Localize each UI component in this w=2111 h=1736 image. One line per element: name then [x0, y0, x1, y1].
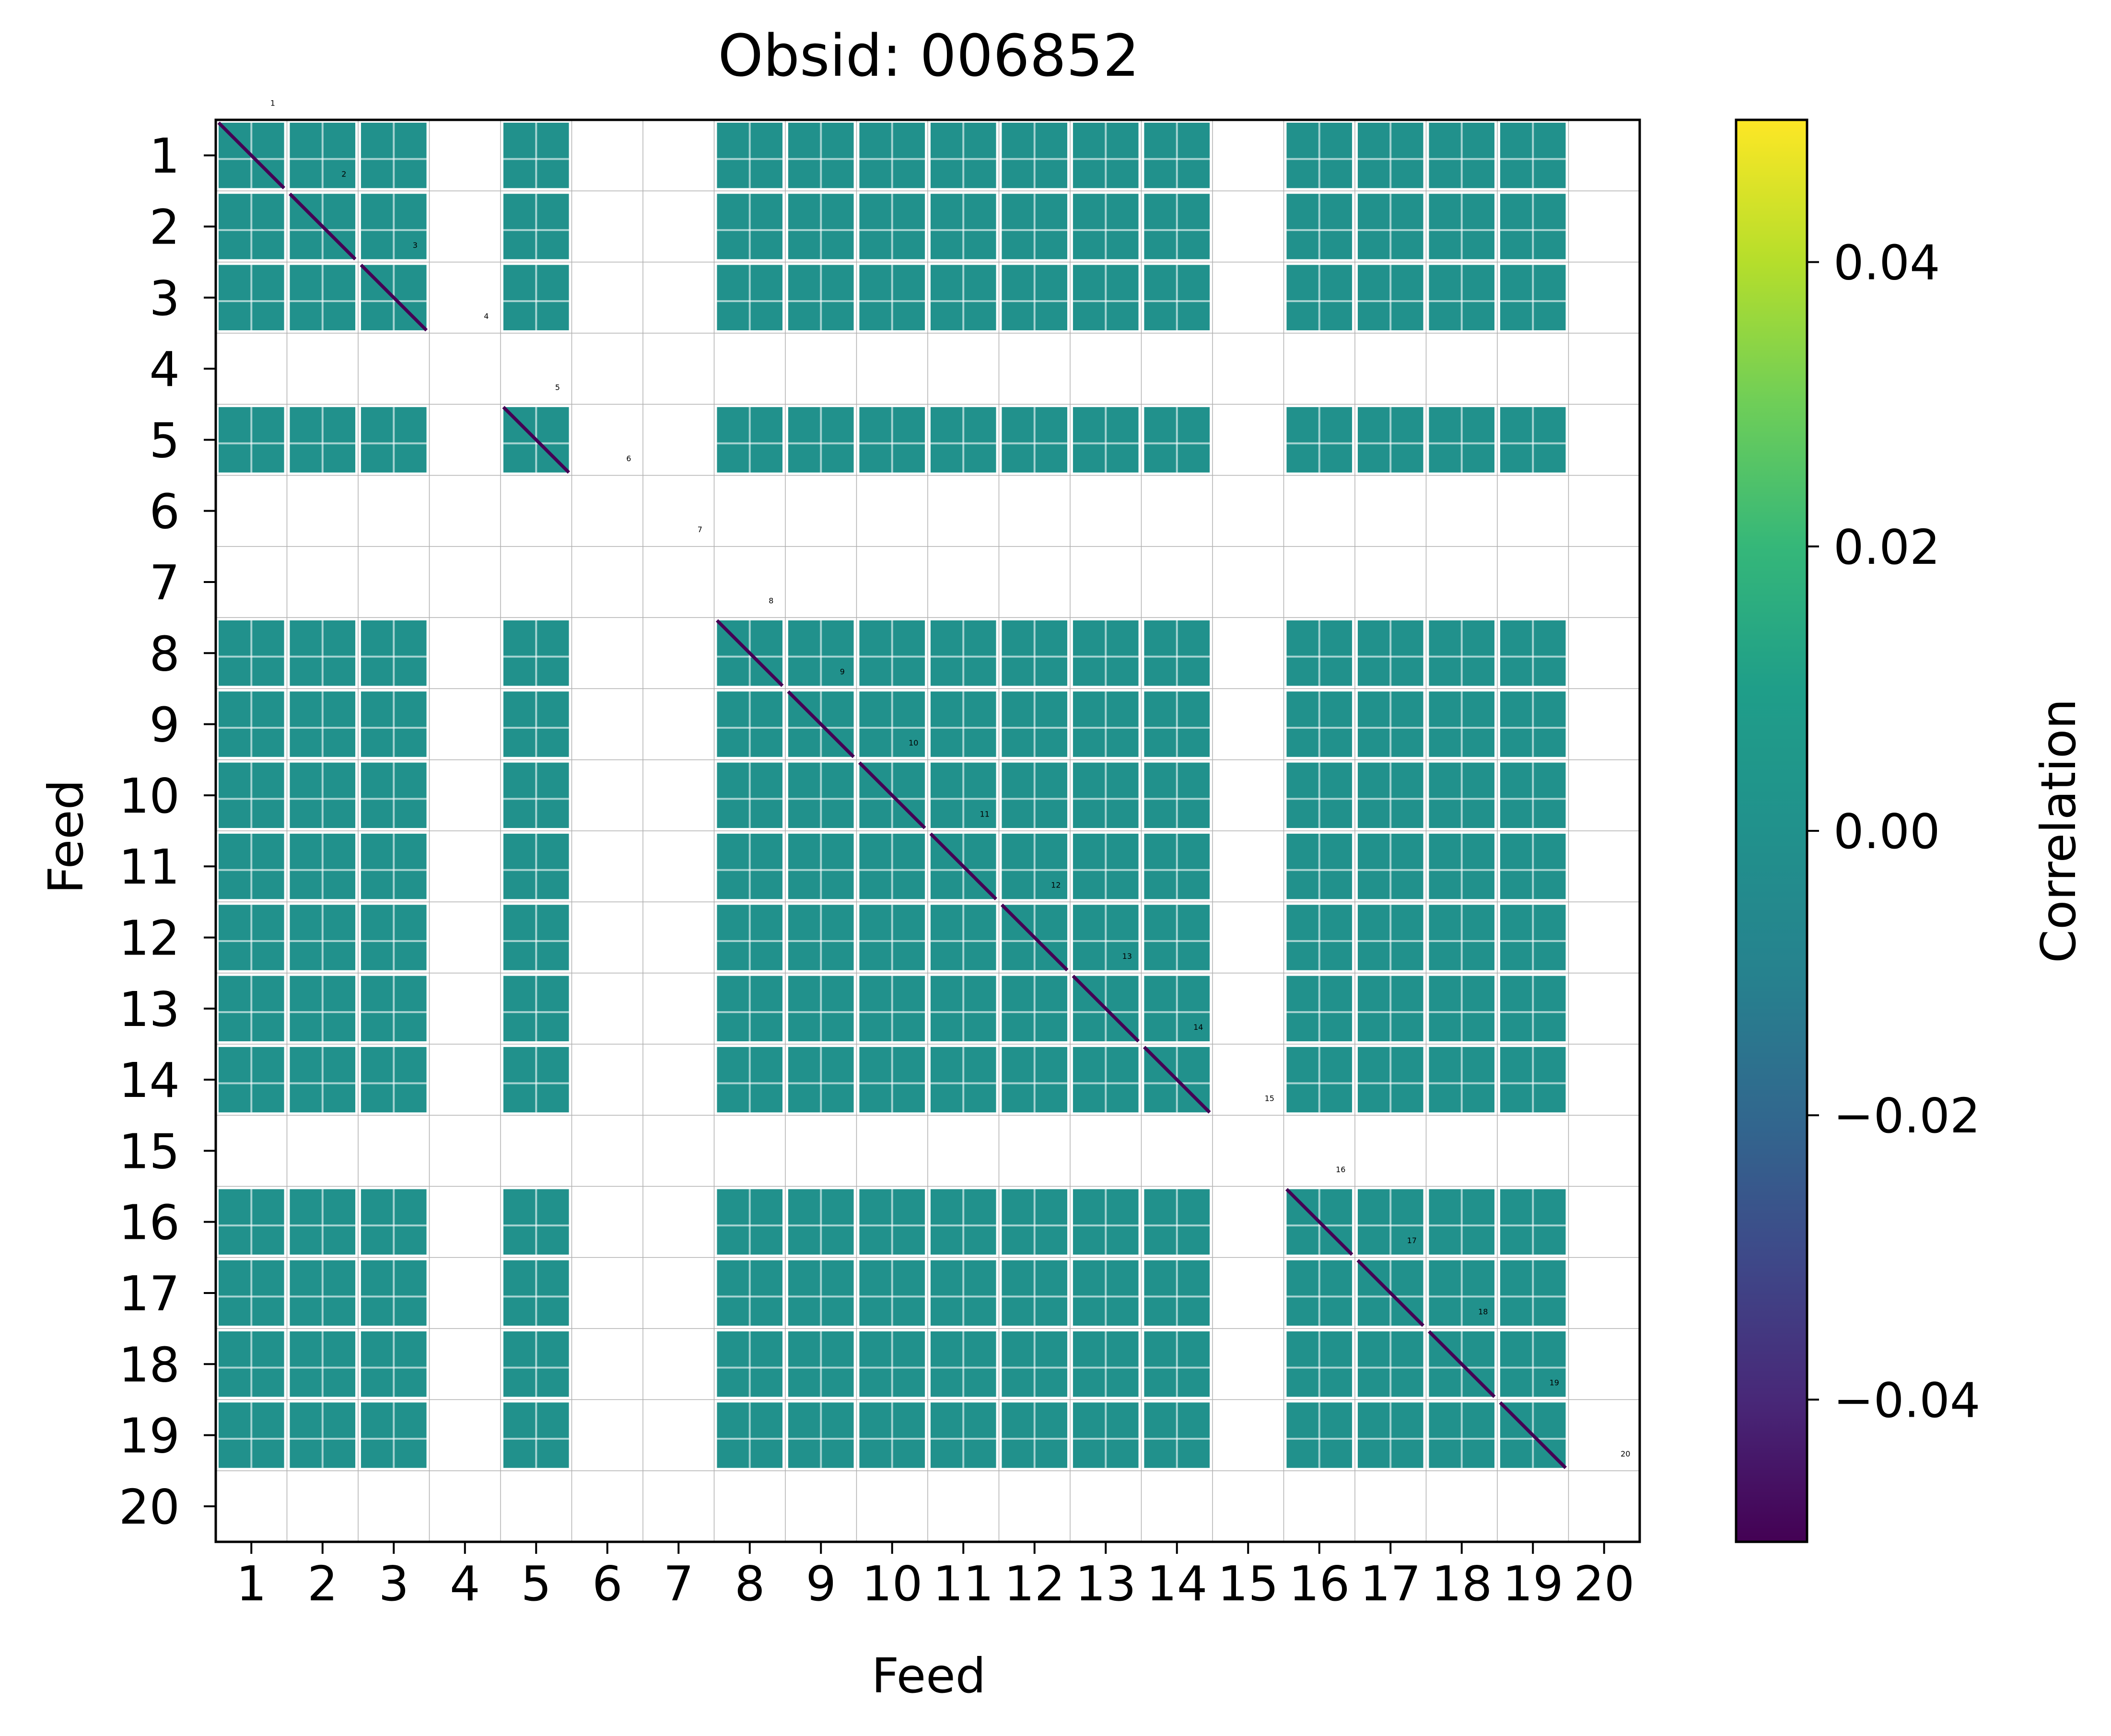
plot-frame — [214, 118, 1641, 1543]
y-tick-label: 3 — [149, 270, 180, 326]
x-tick-label: 1 — [236, 1556, 267, 1612]
x-tick-label: 3 — [378, 1556, 409, 1612]
diagonal-cell — [858, 761, 926, 829]
x-tick-label: 4 — [450, 1556, 480, 1612]
x-tick-label: 9 — [805, 1556, 836, 1612]
feed-annotation: 5 — [555, 383, 560, 392]
colorbar — [1735, 118, 1808, 1543]
y-tick-label: 16 — [119, 1195, 180, 1251]
x-tick-label: 10 — [862, 1556, 922, 1612]
feed-annotation: 2 — [341, 170, 346, 179]
feed-annotation: 18 — [1478, 1307, 1488, 1316]
chart-title: Obsid: 006852 — [718, 23, 1139, 90]
x-tick-label: 14 — [1146, 1556, 1207, 1612]
diagonal-cell — [360, 264, 428, 332]
y-tick-label: 14 — [119, 1052, 180, 1108]
y-tick-label: 18 — [119, 1337, 180, 1393]
feed-annotation: 19 — [1550, 1378, 1559, 1387]
x-tick-label: 15 — [1218, 1556, 1279, 1612]
feed-annotation: 14 — [1193, 1023, 1203, 1032]
diagonal-cell — [1143, 1046, 1211, 1114]
x-tick-label: 19 — [1503, 1556, 1563, 1612]
feed-annotation: 6 — [626, 454, 631, 463]
y-tick-label: 5 — [149, 412, 180, 468]
x-tick-label: 18 — [1431, 1556, 1492, 1612]
feed-annotation: 7 — [698, 525, 702, 534]
feed-annotation: 4 — [484, 312, 489, 321]
colorbar-tick-label: 0.00 — [1833, 804, 1940, 860]
colorbar-tick-label: 0.02 — [1833, 519, 1940, 575]
feed-annotation: 15 — [1265, 1094, 1274, 1103]
y-tick-label: 8 — [149, 626, 180, 682]
x-tick-label: 8 — [735, 1556, 765, 1612]
feed-annotation: 11 — [980, 809, 990, 818]
diagonal-cell — [1427, 1330, 1496, 1398]
y-tick-label: 20 — [119, 1479, 180, 1535]
y-tick-label: 10 — [119, 768, 180, 824]
diagonal-cell — [1072, 975, 1140, 1043]
feed-annotation: 8 — [769, 596, 773, 605]
diagonal-cell — [502, 406, 571, 474]
y-tick-label: 11 — [119, 839, 180, 895]
y-tick-label: 12 — [119, 910, 180, 966]
colorbar-ticks: 0.04 0.02 0.00 −0.02 −0.04 — [1807, 235, 1980, 1428]
x-tick-label: 11 — [933, 1556, 994, 1612]
feed-annotation: 12 — [1051, 881, 1061, 890]
y-tick-label: 19 — [119, 1408, 180, 1464]
y-tick-label: 2 — [149, 199, 180, 255]
diagonal-cell — [288, 192, 357, 261]
y-tick-label: 7 — [149, 555, 180, 611]
feed-annotation: 10 — [909, 738, 918, 747]
x-tick-label: 13 — [1075, 1556, 1136, 1612]
x-tick-label: 2 — [307, 1556, 338, 1612]
x-tick-label: 16 — [1289, 1556, 1350, 1612]
x-tick-label: 6 — [592, 1556, 623, 1612]
diagonal-cell — [217, 121, 286, 189]
y-tick-label: 17 — [119, 1266, 180, 1322]
y-tick-label: 9 — [149, 697, 180, 753]
x-tick-label: 7 — [663, 1556, 694, 1612]
feed-annotation: 17 — [1407, 1236, 1417, 1245]
grid-layer — [216, 120, 1640, 1542]
y-tick-label: 4 — [149, 341, 180, 397]
diagonal-cell — [1285, 1188, 1353, 1256]
y-tick-label: 13 — [119, 981, 180, 1037]
feed-annotation: 13 — [1122, 952, 1132, 961]
x-tick-label: 20 — [1574, 1556, 1634, 1612]
y-tick-label: 15 — [119, 1123, 180, 1179]
x-axis-ticks: 1 2 3 4 5 6 7 8 9 10 11 12 13 14 15 16 17 18 19 20 — [236, 1542, 1634, 1612]
feed-annotation: 16 — [1336, 1165, 1345, 1174]
y-axis-label: Feed — [38, 780, 94, 894]
x-axis-label: Feed — [872, 1648, 986, 1704]
feed-annotation: 20 — [1621, 1449, 1630, 1458]
x-tick-label: 17 — [1360, 1556, 1421, 1612]
colorbar-tick-label: −0.02 — [1833, 1088, 1980, 1144]
diagonal-cell — [1499, 1401, 1567, 1469]
colorbar-tick-label: 0.04 — [1833, 235, 1940, 291]
feed-annotation: 1 — [270, 98, 275, 107]
diagonal-cell — [787, 690, 855, 758]
diagonal-cell — [715, 619, 784, 687]
x-tick-label: 5 — [521, 1556, 551, 1612]
y-tick-label: 1 — [149, 128, 180, 184]
diagonal-cell — [1000, 903, 1069, 972]
feed-annotation: 3 — [413, 241, 418, 250]
feed-annotation: 9 — [840, 667, 845, 676]
diagonal-cell — [1356, 1259, 1425, 1327]
diagonal-cell — [929, 832, 998, 900]
colorbar-tick-label: −0.04 — [1833, 1372, 1980, 1428]
x-tick-label: 12 — [1004, 1556, 1065, 1612]
colorbar-label: Correlation — [2030, 699, 2087, 963]
y-tick-label: 6 — [149, 484, 180, 540]
heatmap-layer — [217, 121, 1567, 1469]
